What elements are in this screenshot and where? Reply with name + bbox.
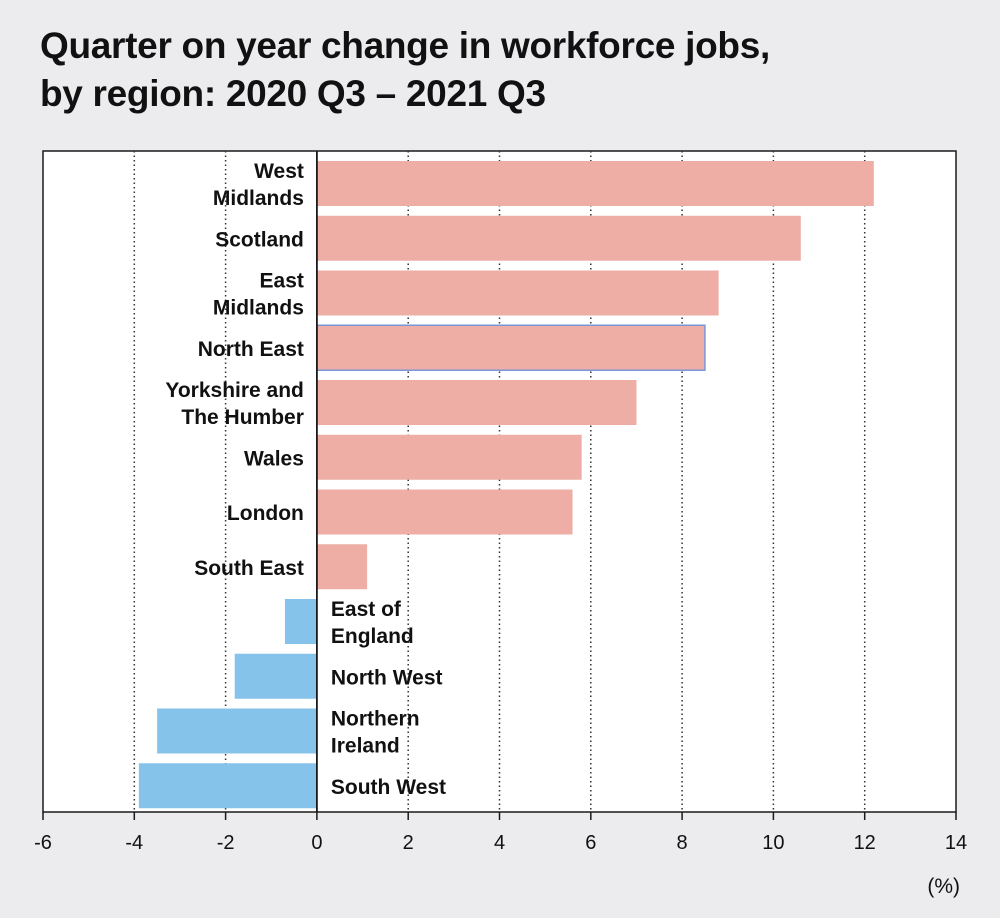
x-tick-label: 8 (677, 832, 688, 854)
category-label: Scotland (215, 228, 304, 251)
bar-northern-ireland (157, 708, 317, 754)
category-label: North East (198, 338, 304, 361)
bar-west-midlands (316, 161, 874, 206)
x-tick-label: -4 (125, 832, 143, 854)
chart-title: Quarter on year change in workforce jobs… (40, 22, 970, 118)
x-axis: -6 -4 -2 0 2 4 6 8 10 12 14 (34, 151, 967, 854)
x-tick-label: 4 (494, 832, 505, 854)
x-tick-label: 14 (945, 832, 967, 854)
bar-south-west (138, 763, 317, 809)
category-label: South East (194, 557, 304, 580)
bar-wales (316, 434, 582, 480)
category-label: East Midlands (213, 270, 304, 320)
bar-north-west (234, 653, 317, 699)
chart-title-line-2: by region: 2020 Q3 – 2021 Q3 (40, 73, 546, 114)
x-tick-label: -6 (34, 832, 52, 854)
x-tick-label: 6 (585, 832, 596, 854)
x-tick-label: 10 (762, 832, 784, 854)
plot-area (42, 150, 957, 813)
category-label: West Midlands (213, 160, 304, 210)
bar-scotland (316, 215, 801, 261)
category-label: North West (331, 666, 443, 689)
chart-title-line-1: Quarter on year change in workforce jobs… (40, 25, 770, 66)
category-label: Northern Ireland (331, 708, 420, 758)
category-labels: West Midlands Scotland East Midlands North Ea… (165, 160, 446, 799)
category-label: East of England (331, 598, 414, 648)
category-label: Yorkshire and The Humber (165, 379, 304, 429)
category-label: Wales (244, 447, 304, 470)
bar-yorkshire-and-the-humber (316, 380, 637, 425)
bar-south-east (316, 544, 368, 590)
bar-east-of-england (284, 599, 317, 644)
category-label: London (227, 502, 304, 525)
bars (138, 161, 874, 809)
category-label: South West (331, 776, 446, 799)
bar-north-east (316, 324, 706, 371)
bar-east-midlands (316, 270, 719, 316)
x-tick-label: 12 (854, 832, 876, 854)
x-tick-label: 2 (403, 832, 414, 854)
bar-london (316, 489, 573, 535)
x-tick-label: -2 (217, 832, 235, 854)
x-axis-unit-label: (%) (927, 875, 960, 898)
x-tick-label: 0 (311, 832, 322, 854)
